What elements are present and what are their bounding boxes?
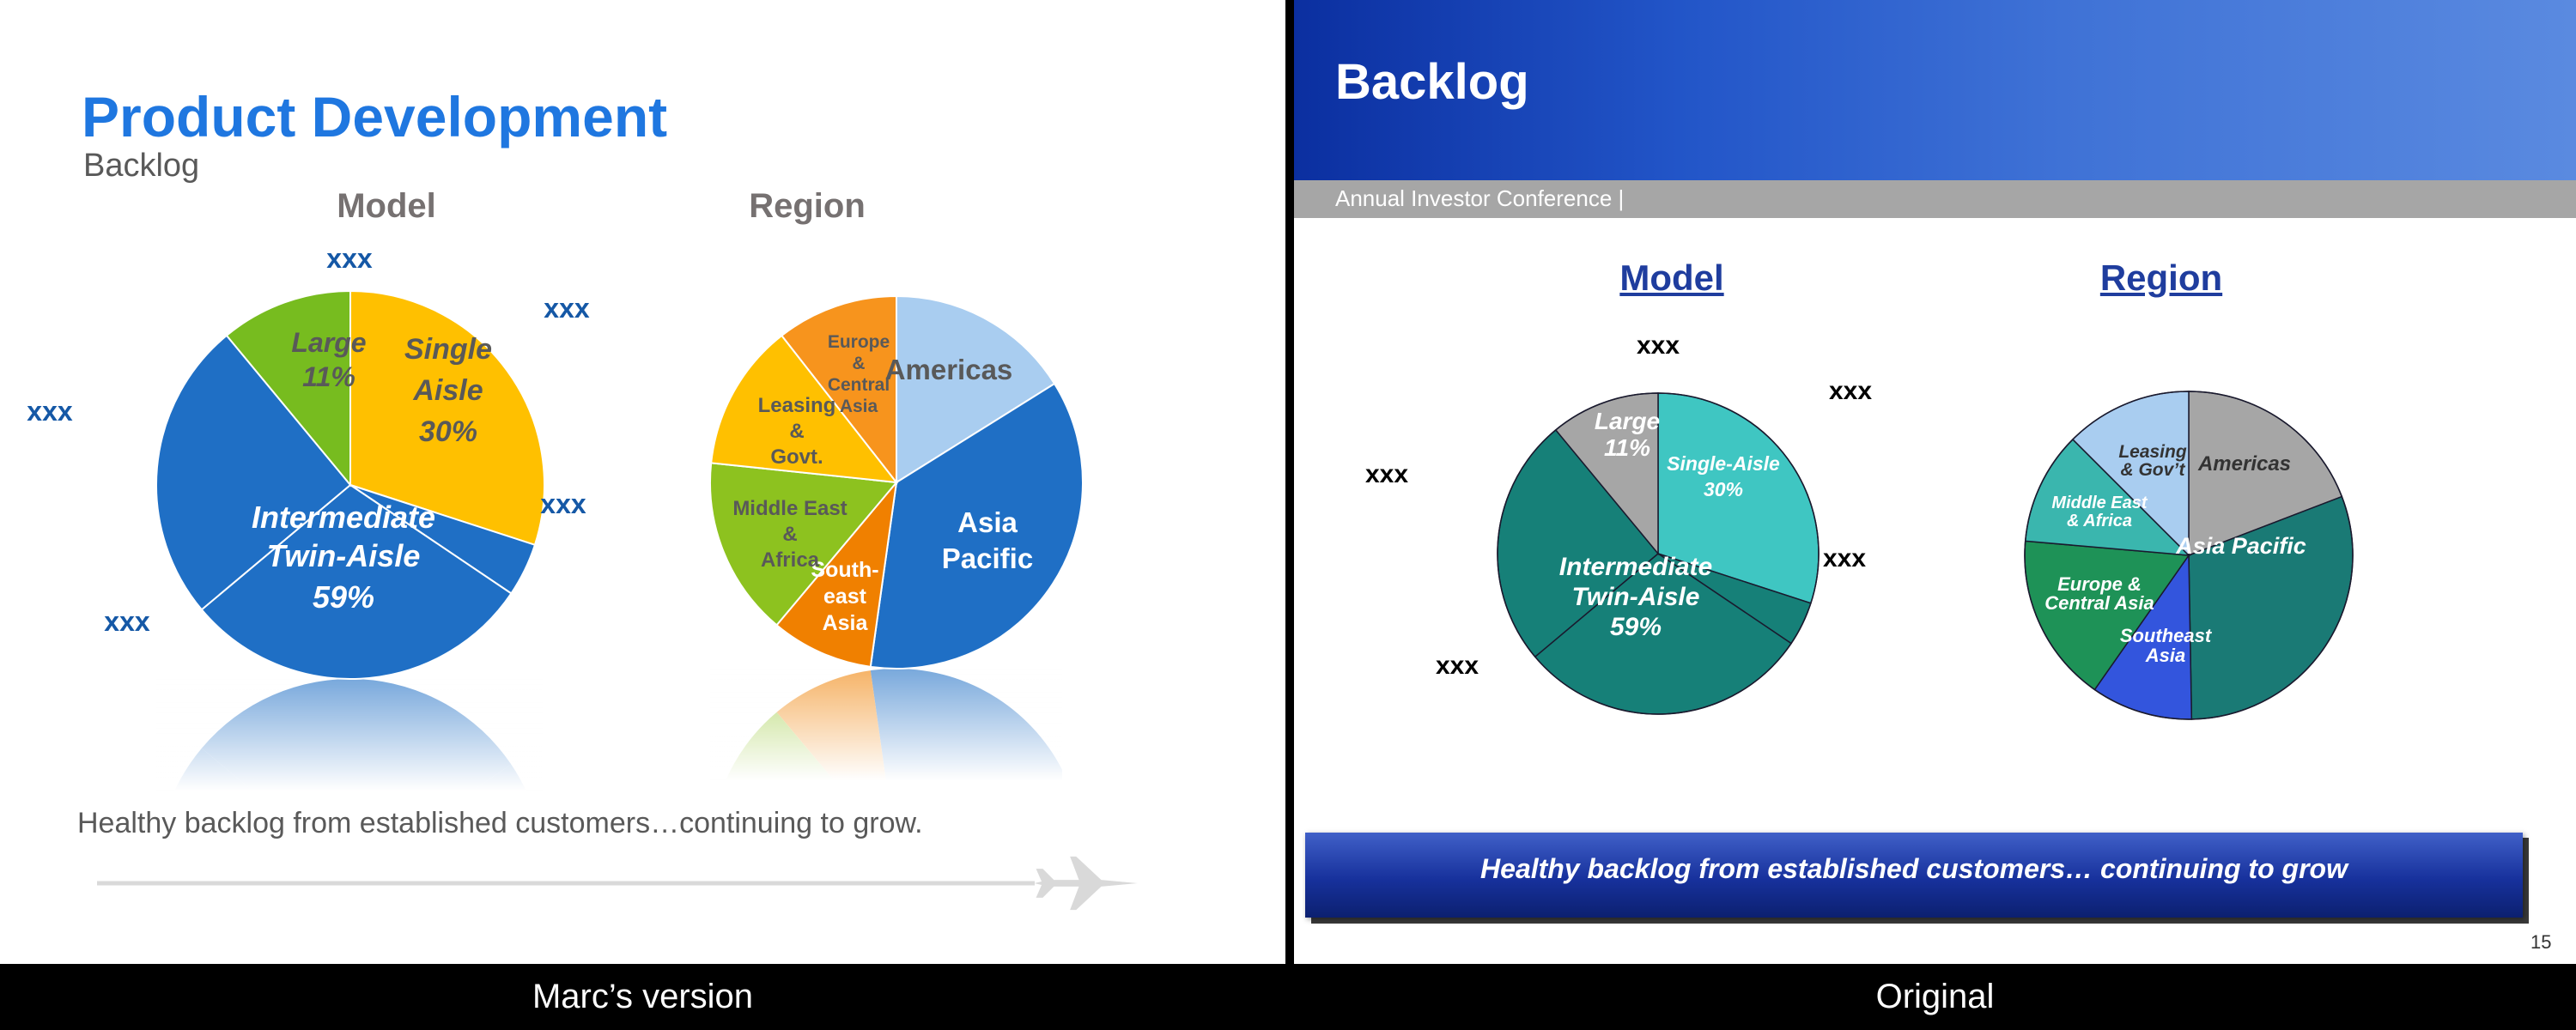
svg-text:& Africa: & Africa	[2067, 512, 2132, 530]
svg-text:Middle East: Middle East	[2051, 494, 2148, 512]
svg-text:Leasing: Leasing	[2118, 442, 2187, 462]
svg-text:Asia Pacific: Asia Pacific	[2175, 533, 2306, 559]
svg-text:Asia: Asia	[2145, 645, 2185, 666]
svg-text:Central Asia: Central Asia	[2044, 592, 2154, 614]
svg-text:& Gov’t: & Gov’t	[2120, 460, 2185, 480]
svg-text:Southeast: Southeast	[2120, 625, 2213, 646]
svg-text:Americas: Americas	[2197, 452, 2291, 476]
